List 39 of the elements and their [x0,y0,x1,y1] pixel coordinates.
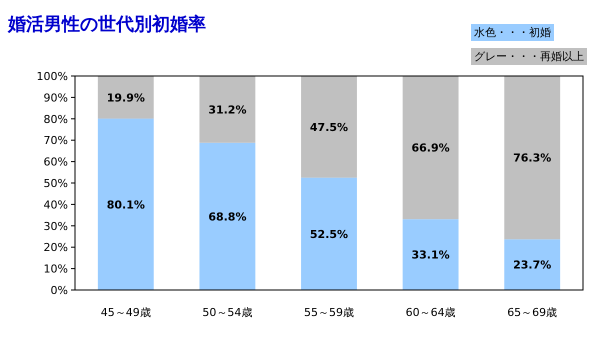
bar [402,76,459,220]
x-tick-label: 50～54歳 [202,306,252,319]
y-tick-label: 10% [44,262,68,276]
data-label: 47.5% [310,120,348,134]
bar [402,219,459,290]
x-tick-label: 60～64歳 [406,306,456,319]
y-tick-label: 50% [44,177,68,190]
text: 水色・・・初婚 [474,26,551,39]
x-tick-label: 65～69歳 [507,306,558,319]
data-label: 80.1% [106,198,145,212]
data-label: 31.2% [208,103,246,116]
y-tick-label: 0% [50,284,68,297]
bar [504,76,560,240]
x-tick-label: 55～59歳 [304,306,354,319]
data-label: 33.1% [412,248,450,262]
y-tick-label: 70% [44,134,68,148]
bar [301,76,357,178]
y-tick-label: 40% [44,198,68,212]
y-tick-label: 30% [44,220,68,233]
x-tick-label: 45～49歳 [100,306,151,319]
series-label: グレー・・・再婚以上 [474,50,584,63]
y-tick-label: 20% [44,241,68,254]
data-label: 68.8% [208,210,246,224]
y-tick-label: 80% [44,112,68,126]
data-label: 19.9% [106,91,145,104]
bar [98,118,154,290]
y-tick-label: 100% [36,70,68,83]
data-label: 23.7% [513,258,552,272]
bar [199,76,256,143]
y-tick-label: 60% [44,156,68,169]
y-tick-label: 90% [44,91,68,104]
bar [98,76,154,119]
data-label: 66.9% [412,142,450,155]
data-label: 76.3% [513,152,552,165]
bar [301,178,357,290]
bar [504,239,560,290]
chart-title: 婚活男性の世代別初婚率 [7,14,206,35]
data-label: 52.5% [310,228,348,241]
bar [199,142,256,290]
